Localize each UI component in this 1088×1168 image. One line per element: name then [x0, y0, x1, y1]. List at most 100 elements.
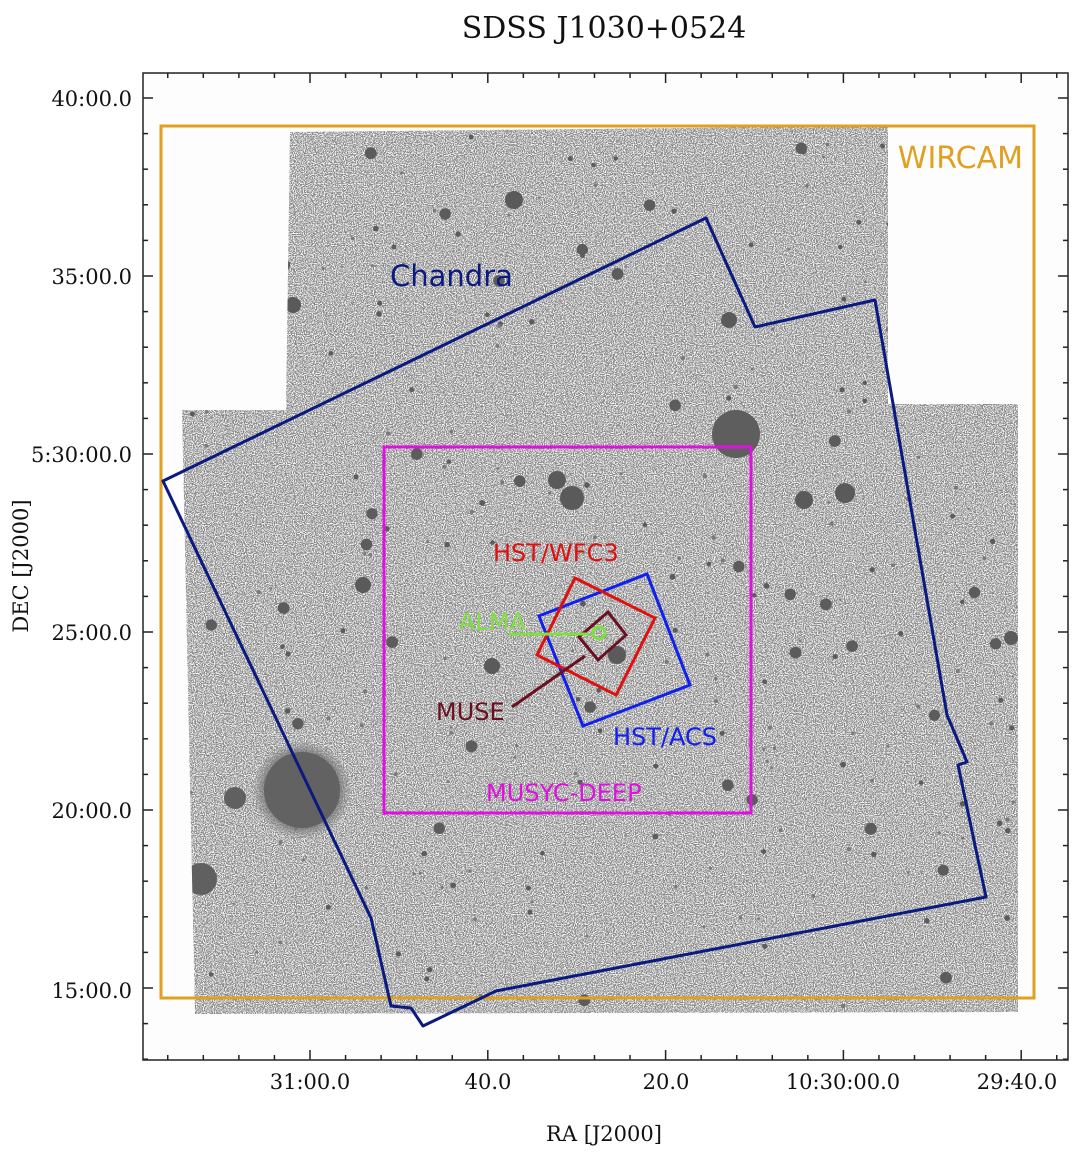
faint-source — [799, 639, 802, 643]
faint-source — [189, 411, 195, 417]
faint-source — [567, 156, 573, 162]
faint-source — [592, 535, 597, 540]
faint-source — [996, 820, 1003, 827]
faint-source — [955, 669, 960, 674]
y-tick-label: 20:00.0 — [51, 799, 132, 823]
faint-source — [672, 627, 678, 633]
x-tick-label: 10:30:00.0 — [786, 1070, 900, 1094]
faint-source — [767, 725, 772, 730]
faint-source — [493, 275, 505, 287]
faint-source — [822, 155, 826, 159]
faint-source — [580, 253, 585, 259]
faint-source — [862, 398, 867, 404]
faint-source — [708, 866, 712, 870]
faint-source — [680, 356, 685, 361]
y-tick-labels: 40:00.0 35:00.0 5:30:00.0 25:00.0 20:00.… — [31, 87, 132, 1003]
faint-source — [839, 598, 842, 601]
faint-source — [449, 731, 454, 735]
faint-source — [652, 833, 659, 840]
faint-source — [577, 779, 583, 785]
galaxy — [505, 191, 523, 209]
faint-source — [284, 708, 291, 714]
bright-star — [264, 752, 340, 828]
x-axis-label: RA [J2000] — [546, 1122, 662, 1146]
faint-source — [591, 162, 596, 168]
hst-wfc3-footprint — [534, 575, 658, 698]
faint-source — [377, 300, 383, 306]
galaxy — [1004, 631, 1018, 645]
faint-source — [593, 183, 598, 188]
faint-source — [584, 482, 590, 489]
faint-source — [856, 219, 862, 225]
faint-source — [692, 744, 696, 747]
faint-source — [370, 264, 374, 268]
faint-source — [573, 771, 578, 776]
faint-source — [928, 709, 941, 721]
faint-source — [321, 267, 325, 271]
faint-source — [439, 208, 451, 220]
faint-source — [891, 563, 896, 568]
faint-source — [424, 976, 430, 982]
faint-source — [531, 900, 534, 903]
faint-source — [870, 778, 874, 783]
galaxy — [608, 646, 626, 664]
faint-source — [820, 598, 832, 611]
faint-source — [204, 410, 209, 414]
faint-source — [449, 726, 453, 729]
faint-source — [719, 730, 725, 736]
faint-source — [208, 972, 214, 977]
faint-source — [232, 902, 235, 905]
faint-source — [496, 467, 500, 470]
faint-source — [495, 344, 500, 348]
galaxy — [484, 658, 500, 674]
muse-label: MUSE — [436, 698, 505, 726]
faint-source — [255, 950, 258, 954]
faint-source — [580, 600, 586, 607]
faint-source — [886, 744, 890, 748]
faint-source — [426, 540, 429, 544]
faint-source — [518, 519, 522, 523]
faint-source — [880, 143, 885, 149]
y-tick-label: 15:00.0 — [51, 979, 132, 1003]
faint-source — [784, 588, 796, 600]
faint-source — [514, 475, 526, 488]
faint-source — [525, 885, 531, 891]
faint-source — [761, 849, 767, 855]
faint-source — [366, 508, 378, 520]
faint-source — [443, 656, 447, 661]
faint-source — [446, 780, 450, 784]
faint-source — [863, 280, 867, 284]
faint-source — [468, 869, 472, 873]
faint-source — [278, 940, 283, 945]
faint-source — [529, 319, 535, 325]
faint-source — [575, 697, 581, 702]
faint-source — [611, 268, 624, 280]
faint-source — [960, 599, 965, 605]
faint-source — [473, 917, 477, 922]
faint-source — [340, 628, 346, 634]
faint-source — [924, 918, 930, 924]
faint-source — [540, 850, 545, 856]
faint-source — [733, 384, 738, 389]
faint-source — [869, 567, 875, 573]
faint-source — [527, 909, 533, 915]
galaxy — [721, 312, 737, 328]
faint-source — [772, 746, 777, 751]
faint-source — [838, 244, 843, 250]
faint-source — [846, 847, 851, 852]
faint-source — [444, 542, 451, 548]
faint-source — [421, 851, 427, 857]
faint-source — [937, 831, 941, 835]
faint-source — [881, 370, 885, 374]
faint-source — [898, 631, 904, 637]
faint-source — [989, 638, 1002, 650]
faint-source — [613, 156, 618, 161]
galaxy — [548, 471, 566, 489]
hst-acs-footprint — [537, 572, 692, 728]
faint-source — [702, 925, 706, 929]
faint-source — [515, 744, 519, 748]
faint-source — [950, 513, 956, 519]
x-tick-label: 20.0 — [643, 1070, 690, 1094]
faint-source — [726, 395, 732, 401]
faint-source — [862, 380, 867, 386]
